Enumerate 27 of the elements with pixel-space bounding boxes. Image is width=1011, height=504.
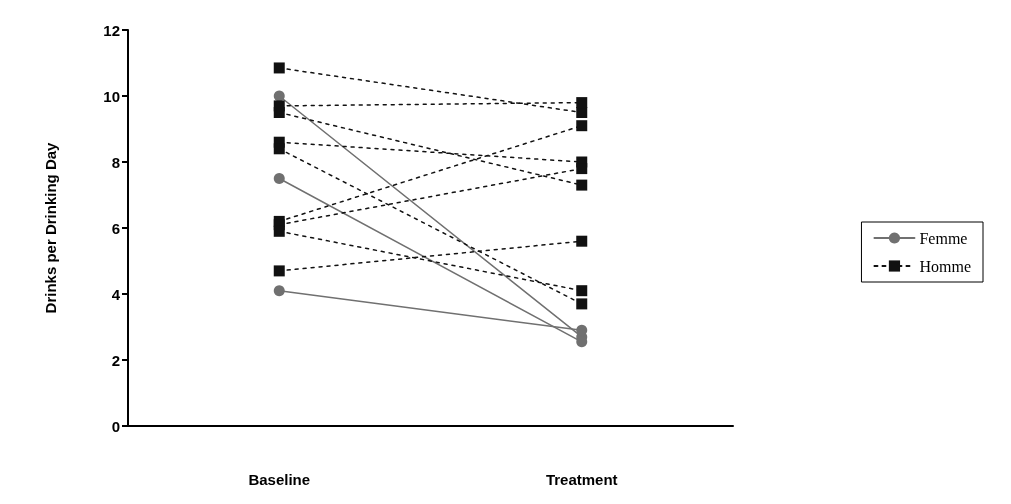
legend-label: Femme [919, 229, 968, 247]
point [576, 107, 588, 118]
x-tick-label: Baseline [248, 471, 311, 488]
legend-label: Homme [919, 257, 971, 275]
point [576, 163, 588, 175]
y-axis-title: Drinks per Drinking Day [42, 141, 59, 314]
point [273, 265, 285, 277]
point [273, 143, 285, 155]
y-tick-label: 12 [103, 21, 120, 39]
point [273, 225, 285, 237]
point [576, 179, 588, 191]
point [576, 120, 588, 132]
y-tick-label: 0 [111, 417, 120, 435]
y-tick-label: 8 [111, 153, 120, 171]
point [273, 285, 285, 297]
x-tick-label: Treatment [545, 471, 618, 488]
point [273, 173, 285, 184]
y-tick-label: 2 [111, 351, 120, 369]
y-tick-label: 6 [111, 219, 120, 237]
point [273, 62, 285, 74]
point [576, 235, 588, 247]
point [576, 97, 588, 109]
point [576, 298, 588, 310]
point [576, 285, 588, 297]
point [273, 107, 285, 118]
y-tick-label: 4 [111, 285, 121, 303]
y-tick-label: 10 [103, 87, 120, 105]
